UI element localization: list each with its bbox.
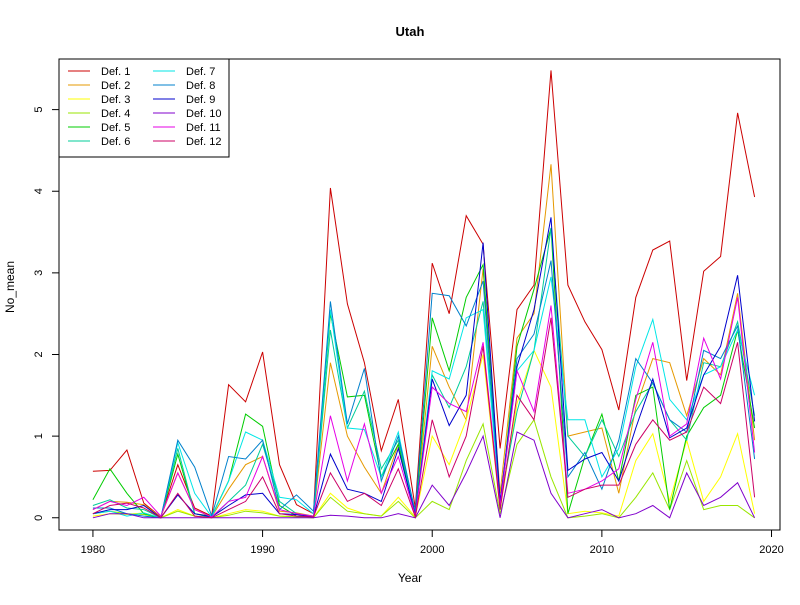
plot-frame (58, 58, 781, 531)
series-line-def-7 (92, 276, 756, 519)
legend-label: Def. 8 (186, 80, 215, 92)
y-tick-label: 5 (33, 107, 45, 113)
x-axis-label: Year (398, 571, 422, 585)
x-tick-label: 2010 (590, 544, 614, 556)
series-line-def-10 (92, 431, 756, 519)
series-line-def-9 (92, 217, 756, 519)
legend-label: Def. 6 (101, 136, 130, 148)
y-tick-label: 2 (33, 351, 45, 357)
series-line-def-12 (92, 317, 756, 519)
legend: Def. 1 Def. 2 Def. 3 Def. 4 Def. 5 Def. 6 Def.… (58, 58, 230, 158)
series-lines (92, 70, 756, 519)
legend-label: Def. 7 (186, 66, 215, 78)
legend-label: Def. 2 (101, 80, 130, 92)
legend-label: Def. 12 (186, 136, 221, 148)
legend-label: Def. 10 (186, 108, 221, 120)
chart-title: Utah (396, 24, 425, 39)
y-tick-label: 0 (33, 515, 45, 521)
y-tick-label: 1 (33, 433, 45, 439)
series-line-def-11 (92, 297, 756, 518)
legend-label: Def. 11 (186, 122, 221, 134)
x-tick-label: 1980 (81, 544, 105, 556)
legend-label: Def. 5 (101, 122, 130, 134)
legend-label: Def. 4 (101, 108, 130, 120)
y-tick-label: 4 (33, 188, 45, 194)
x-tick-label: 1990 (250, 544, 274, 556)
legend-label: Def. 1 (101, 66, 130, 78)
x-tick-label: 2000 (420, 544, 444, 556)
legend-label: Def. 3 (101, 94, 130, 106)
y-axis-label: No_mean (3, 261, 17, 313)
x-tick-label: 2020 (759, 544, 783, 556)
legend-label: Def. 9 (186, 94, 215, 106)
y-tick-label: 3 (33, 270, 45, 276)
series-line-def-1 (92, 70, 756, 518)
